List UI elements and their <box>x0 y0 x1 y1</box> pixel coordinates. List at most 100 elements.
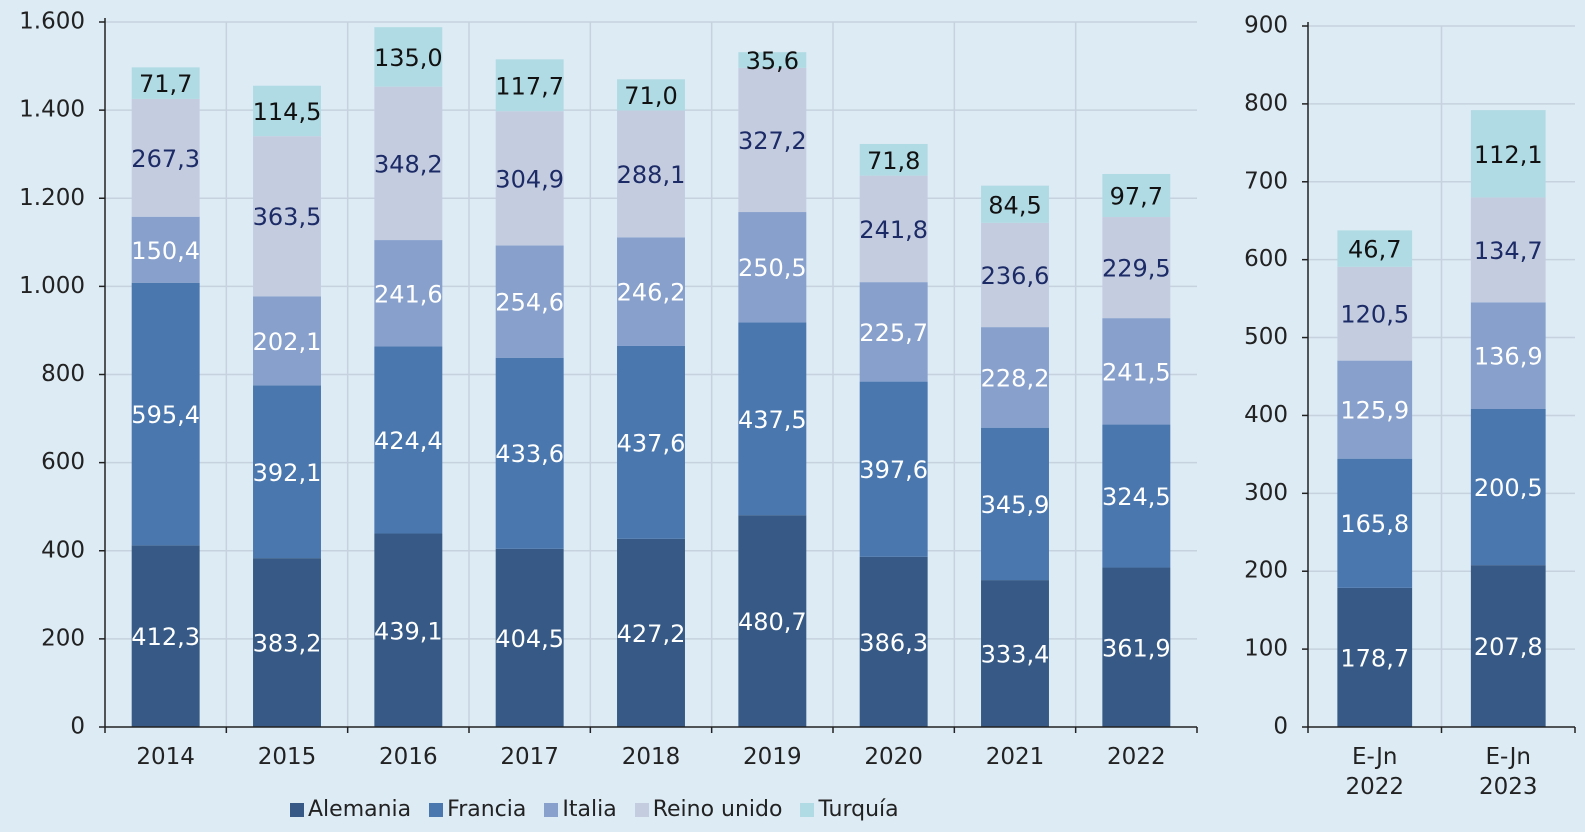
x-tick-label: 2021 <box>985 744 1045 770</box>
value-label: 241,8 <box>859 216 928 244</box>
bar-segment <box>374 27 443 87</box>
legend-label: Francia <box>447 797 527 822</box>
y-tick-label: 600 <box>41 449 85 475</box>
value-label: 386,3 <box>859 629 928 657</box>
bar-segment <box>495 357 564 549</box>
legend-swatch <box>290 802 304 817</box>
bar-segment <box>253 85 321 137</box>
bar-segment <box>131 67 200 99</box>
legend-swatch <box>544 802 559 817</box>
y-tick-label: 1.400 <box>19 97 85 123</box>
y-tick-label: 100 <box>1244 636 1288 662</box>
x-tick-label: 2017 <box>500 744 559 770</box>
bar-segment <box>981 185 1049 223</box>
value-label: 134,7 <box>1474 237 1543 265</box>
value-label: 35,6 <box>746 47 799 75</box>
bar-segment <box>617 538 685 727</box>
bar-segment <box>374 86 443 241</box>
bar-segment <box>1337 587 1413 727</box>
bar-segment <box>859 282 928 382</box>
bar-segment <box>131 216 200 283</box>
y-tick-label: 0 <box>1273 714 1288 740</box>
bar-segment <box>859 556 928 727</box>
legend-item: Alemania <box>290 797 411 822</box>
x-tick-label: E-Jn 2022 <box>1345 744 1405 800</box>
value-label: 117,7 <box>495 72 564 100</box>
value-label: 392,1 <box>253 459 322 487</box>
bar-segment <box>131 98 200 217</box>
value-label: 120,5 <box>1340 301 1409 329</box>
value-label: 480,7 <box>738 608 807 636</box>
bar-segment <box>253 296 321 386</box>
bar-segment <box>738 322 807 516</box>
bar-segment <box>1102 173 1171 218</box>
bar-segment <box>981 580 1049 727</box>
legend-item: Turquía <box>800 797 899 822</box>
legend-label: Alemania <box>308 797 412 822</box>
value-label: 254,6 <box>495 289 564 317</box>
y-tick-label: 1.000 <box>19 273 85 299</box>
value-label: 229,5 <box>1102 255 1171 283</box>
y-tick-label: 400 <box>1244 402 1288 428</box>
bar-segment <box>859 381 928 557</box>
value-label: 165,8 <box>1340 510 1409 538</box>
x-tick-label: 2019 <box>743 744 802 770</box>
value-label: 135,0 <box>374 44 443 72</box>
value-label: 345,9 <box>981 491 1050 519</box>
value-label: 424,4 <box>374 427 443 455</box>
value-label: 327,2 <box>738 127 807 155</box>
y-tick-label: 0 <box>70 714 85 740</box>
bar-segment <box>617 237 685 346</box>
value-label: 363,5 <box>253 203 322 231</box>
y-tick-label: 700 <box>1244 168 1288 194</box>
value-label: 304,9 <box>495 165 564 193</box>
x-tick-label: 2015 <box>257 744 317 770</box>
bar-segment <box>1102 424 1171 568</box>
bar-segment <box>1470 565 1546 727</box>
bar-segment <box>495 59 564 112</box>
value-label: 439,1 <box>374 617 443 645</box>
bar-segment <box>617 79 685 111</box>
legend-swatch <box>800 802 815 817</box>
legend-label: Turquía <box>818 797 899 822</box>
value-label: 136,9 <box>1474 343 1543 371</box>
y-tick-label: 400 <box>41 537 85 563</box>
legend-swatch <box>429 802 444 817</box>
bar-segment <box>253 136 321 297</box>
y-tick-label: 1.200 <box>19 185 85 211</box>
value-label: 397,6 <box>859 456 928 484</box>
bar-segment <box>1337 360 1413 459</box>
value-label: 114,5 <box>253 98 322 126</box>
value-label: 246,2 <box>617 279 686 307</box>
value-label: 404,5 <box>495 625 564 653</box>
legend-item: Francia <box>429 797 526 822</box>
bar-segment <box>131 282 200 546</box>
bar-segment <box>374 346 443 534</box>
value-label: 125,9 <box>1340 397 1409 425</box>
x-tick-label: 2018 <box>621 744 681 770</box>
bar-segment <box>495 111 564 246</box>
value-label: 241,5 <box>1102 358 1171 386</box>
value-label: 150,4 <box>131 237 200 265</box>
value-label: 333,4 <box>981 641 1050 669</box>
value-label: 433,6 <box>495 440 564 468</box>
bar-segment <box>131 545 200 727</box>
value-label: 288,1 <box>617 161 686 189</box>
value-label: 97,7 <box>1110 182 1163 210</box>
bar-segment <box>617 345 685 539</box>
legend: Alemania Francia Italia Reino unido Turquía <box>290 797 899 822</box>
bar-segment <box>1470 408 1546 566</box>
value-label: 207,8 <box>1474 633 1543 661</box>
y-tick-label: 1.600 <box>19 9 85 35</box>
value-label: 71,7 <box>139 70 192 98</box>
value-label: 46,7 <box>1348 236 1401 264</box>
value-label: 383,2 <box>253 630 322 658</box>
bar-segment <box>738 515 807 727</box>
y-tick-label: 800 <box>1244 90 1288 116</box>
bar-segment <box>981 327 1049 428</box>
bar-segment <box>1337 230 1413 267</box>
value-label: 84,5 <box>988 191 1041 219</box>
value-label: 437,6 <box>617 429 686 457</box>
bar-segment <box>253 558 321 727</box>
